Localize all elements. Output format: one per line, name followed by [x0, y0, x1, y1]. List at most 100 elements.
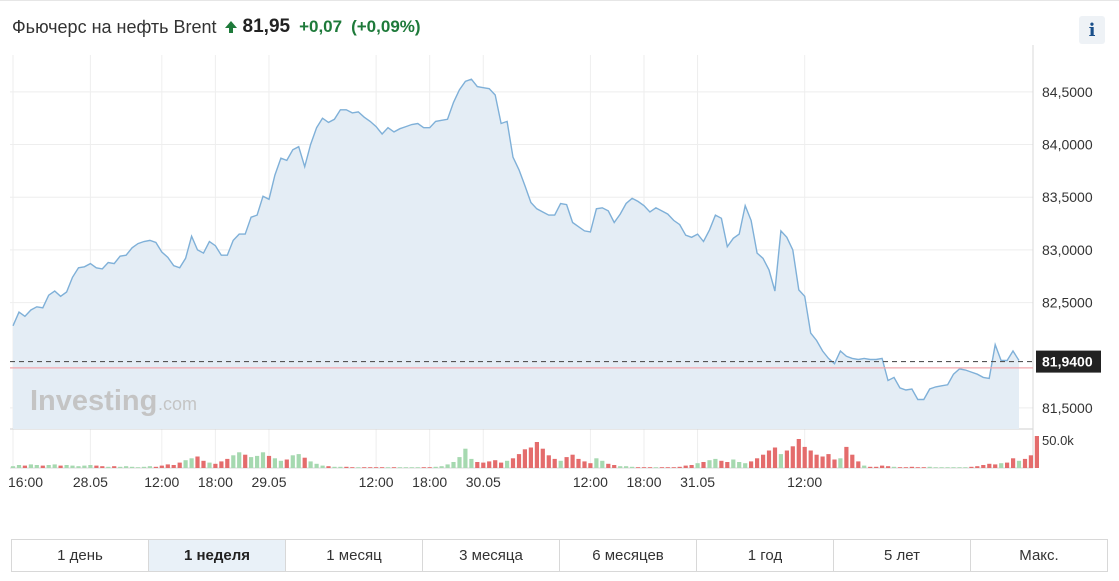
volume-bar — [213, 463, 218, 468]
volume-bar — [921, 467, 926, 468]
volume-bar — [106, 466, 111, 468]
volume-bar — [475, 462, 480, 468]
range-button[interactable]: 6 месяцев — [560, 540, 697, 571]
volume-bar — [439, 466, 444, 468]
instrument-title: Фьючерс на нефть Brent — [12, 16, 217, 37]
volume-bar — [635, 467, 641, 468]
volume-bar — [761, 454, 766, 468]
x-tick-label: 31.05 — [680, 474, 715, 490]
volume-bar — [82, 465, 87, 468]
volume-bar — [493, 460, 498, 468]
volume-bar — [987, 463, 992, 468]
volume-bar — [403, 467, 408, 468]
volume-bar — [118, 466, 123, 468]
range-button[interactable]: Макс. — [971, 540, 1107, 571]
volume-bar — [725, 462, 730, 468]
volume-bar — [510, 458, 516, 468]
volume-bar — [46, 465, 51, 468]
volume-bar — [802, 446, 807, 468]
volume-bar — [737, 462, 742, 468]
volume-bar — [814, 454, 819, 468]
volume-bar — [505, 460, 510, 468]
volume-bar — [266, 455, 272, 468]
volume-bar — [671, 467, 676, 468]
x-tick-label: 30.05 — [466, 474, 501, 490]
volume-bar — [778, 454, 783, 468]
volume-bar — [52, 464, 57, 468]
y-tick-label: 84,0000 — [1042, 137, 1093, 153]
volume-bar — [743, 463, 748, 468]
volume-bar — [826, 454, 831, 468]
last-price: 81,95 — [242, 16, 291, 37]
volume-bar — [326, 466, 331, 468]
investing-watermark: Investing .com — [30, 385, 197, 417]
range-button[interactable]: 3 месяца — [423, 540, 560, 571]
volume-bar — [427, 467, 432, 468]
volume-bar — [58, 465, 63, 468]
volume-bar — [683, 465, 688, 468]
volume-bar — [350, 467, 355, 468]
instrument-header: Фьючерс на нефть Brent 81,95 +0,07 (+0,0… — [12, 14, 421, 40]
volume-bar — [927, 466, 932, 468]
volume-bar — [433, 466, 438, 468]
volume-bar — [284, 459, 289, 468]
volume-bar — [177, 462, 182, 468]
volume-bar — [314, 463, 319, 468]
volume-bar — [183, 460, 188, 468]
volume-bar — [112, 466, 117, 468]
info-icon[interactable]: i — [1079, 16, 1105, 44]
volume-bar — [975, 466, 980, 468]
volume-bar — [385, 467, 391, 468]
volume-bar — [862, 465, 867, 468]
range-button[interactable]: 1 месяц — [286, 540, 423, 571]
volume-bar — [463, 448, 468, 468]
range-button[interactable]: 5 лет — [834, 540, 971, 571]
volume-bars — [10, 436, 1039, 468]
price-change-percent: (+0,09%) — [351, 17, 421, 36]
volume-bar — [558, 460, 563, 468]
volume-bar — [594, 458, 599, 468]
watermark-brand: Investing — [30, 385, 157, 417]
volume-bar — [147, 466, 152, 468]
volume-bar — [1034, 436, 1039, 468]
volume-bar — [838, 458, 843, 468]
y-tick-label: 82,5000 — [1042, 295, 1093, 311]
volume-bar — [665, 467, 670, 468]
range-button[interactable]: 1 неделя — [149, 540, 286, 571]
volume-bar — [784, 450, 789, 468]
x-tick-label: 12:00 — [787, 474, 822, 490]
volume-bar — [582, 461, 587, 468]
volume-bar — [915, 467, 920, 468]
x-tick-label: 28.05 — [73, 474, 108, 490]
price-chart[interactable]: 84,5000 84,0000 83,5000 83,0000 82,5000 81,50… — [0, 45, 1119, 500]
volume-bar — [516, 454, 522, 468]
volume-bar — [272, 458, 277, 468]
volume-bar — [766, 450, 772, 468]
range-button[interactable]: 1 год — [697, 540, 834, 571]
volume-bar — [320, 465, 325, 468]
volume-bar — [356, 467, 361, 468]
range-button[interactable]: 1 день — [12, 540, 149, 571]
volume-bar — [1028, 455, 1033, 468]
volume-bar — [856, 461, 861, 468]
volume-bar — [749, 461, 754, 468]
volume-bar — [34, 465, 39, 468]
volume-bar — [868, 466, 873, 468]
volume-bar — [552, 458, 557, 468]
top-border — [0, 0, 1119, 1]
volume-bar — [445, 464, 450, 468]
volume-bar — [225, 458, 230, 468]
volume-bar — [374, 467, 379, 468]
volume-bar — [653, 467, 658, 468]
volume-bar — [903, 467, 908, 468]
volume-bar — [290, 455, 295, 468]
volume-bar — [1011, 458, 1016, 468]
x-tick-label: 18:00 — [198, 474, 233, 490]
volume-bar — [22, 465, 27, 468]
volume-bar — [701, 462, 706, 468]
y-tick-label: 81,5000 — [1042, 400, 1093, 416]
volume-bar — [528, 447, 533, 468]
volume-bar — [534, 442, 539, 468]
volume-bar — [135, 467, 141, 468]
volume-bar — [302, 457, 307, 468]
